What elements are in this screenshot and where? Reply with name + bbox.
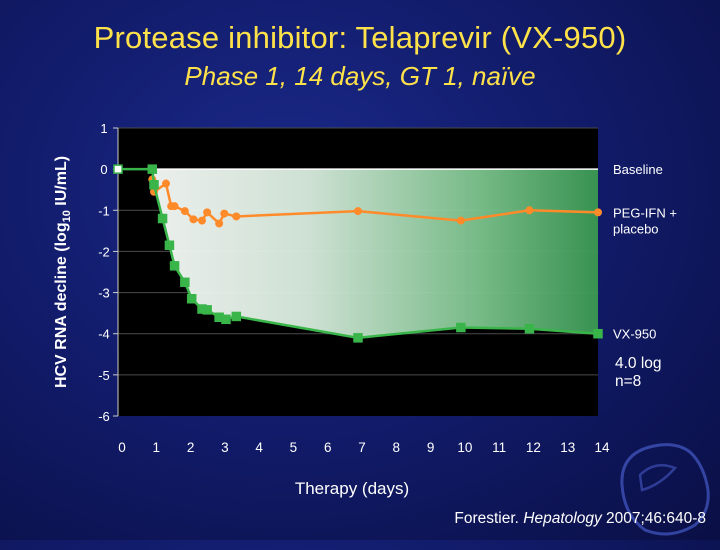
y-tick-label--1: -1 xyxy=(98,203,110,218)
x-tick-label-12: 12 xyxy=(526,440,541,455)
citation: Forestier. Hepatology 2007;46:640-8 xyxy=(454,510,706,528)
point-vx950-1 xyxy=(147,164,158,174)
citation-author: Forestier. xyxy=(454,510,519,527)
x-tick-label-13: 13 xyxy=(560,440,575,455)
x-tick-label-7: 7 xyxy=(358,440,366,455)
citation-journal: Hepatology xyxy=(523,510,602,527)
y-axis-label-suffix: IU/mL) xyxy=(53,156,70,210)
x-tick-label-1: 1 xyxy=(153,440,161,455)
x-tick-label-14: 14 xyxy=(594,440,610,455)
point-vx950-5 xyxy=(169,261,180,271)
point-vx950-9 xyxy=(202,305,212,315)
point-pegifn-13 xyxy=(456,216,465,225)
y-tick-label--3: -3 xyxy=(98,286,110,301)
point-vx950-7 xyxy=(186,293,197,304)
citation-ref: 2007;46:640-8 xyxy=(606,510,706,527)
point-vx950-16 xyxy=(593,328,603,339)
point-pegifn-6 xyxy=(189,215,198,224)
x-tick-label-9: 9 xyxy=(427,440,435,455)
point-vx950-14 xyxy=(456,322,466,333)
point-vx950-12 xyxy=(231,311,242,322)
y-axis-label-sub: 10 xyxy=(61,210,73,222)
y-tick-label--5: -5 xyxy=(98,368,110,383)
y-axis-label-prefix: HCV RNA decline (log xyxy=(53,222,70,388)
point-pegifn-15 xyxy=(594,208,602,217)
x-tick-label-4: 4 xyxy=(255,440,263,455)
y-axis-label: HCV RNA decline (log10 IU/mL) xyxy=(53,156,73,388)
x-axis-label: Therapy (days) xyxy=(295,479,409,498)
slide-title: Protease inhibitor: Telaprevir (VX-950) xyxy=(93,20,627,55)
point-vx950-13 xyxy=(353,333,363,343)
point-vx950-11 xyxy=(221,314,231,325)
series-line-1 xyxy=(151,179,599,226)
point-pegifn-9 xyxy=(215,219,224,228)
point-pegifn-2 xyxy=(162,179,170,188)
x-tick-label-8: 8 xyxy=(393,440,401,455)
y-tick-label--2: -2 xyxy=(98,244,110,259)
point-vx950-6 xyxy=(180,277,190,288)
x-tick-label-5: 5 xyxy=(290,440,298,455)
point-pegifn-10 xyxy=(220,209,229,218)
point-pegifn-11 xyxy=(232,212,241,221)
x-tick-label-10: 10 xyxy=(457,440,472,455)
label-pegifn-line-1: placebo xyxy=(613,221,659,236)
slide-subtitle: Phase 1, 14 days, GT 1, naïve xyxy=(184,61,536,91)
x-tick-label-0: 0 xyxy=(118,440,126,455)
point-pegifn-7 xyxy=(198,216,206,225)
label-vx950: VX-950 xyxy=(613,327,656,342)
y-tick-label-0: 0 xyxy=(100,162,107,177)
x-tick-label-11: 11 xyxy=(492,440,506,455)
point-vx950-15 xyxy=(524,324,535,334)
point-pegifn-8 xyxy=(203,208,212,217)
point-vx950-3 xyxy=(157,213,168,224)
annotation-log-decline: 4.0 log xyxy=(615,355,662,372)
point-pegifn-14 xyxy=(525,206,534,215)
decline-area xyxy=(118,169,598,338)
point-vx950-0 xyxy=(113,164,123,174)
y-tick-label--4: -4 xyxy=(98,327,110,342)
x-tick-label-3: 3 xyxy=(221,440,229,455)
x-tick-label-2: 2 xyxy=(187,440,195,455)
label-baseline: Baseline xyxy=(613,162,663,177)
annotation-n: n=8 xyxy=(615,373,641,390)
label-pegifn: PEG-IFN + placebo xyxy=(613,205,677,236)
point-pegifn-4 xyxy=(170,202,179,211)
point-pegifn-12 xyxy=(354,207,362,216)
y-tick-label--6: -6 xyxy=(98,409,110,424)
point-vx950-4 xyxy=(164,240,175,251)
label-pegifn-line-0: PEG-IFN + xyxy=(613,205,677,220)
x-tick-label-6: 6 xyxy=(324,440,332,455)
point-vx950-2 xyxy=(149,180,159,190)
y-tick-label-1: 1 xyxy=(100,121,107,136)
journal-logo-icon xyxy=(620,443,710,536)
point-pegifn-5 xyxy=(180,207,189,216)
